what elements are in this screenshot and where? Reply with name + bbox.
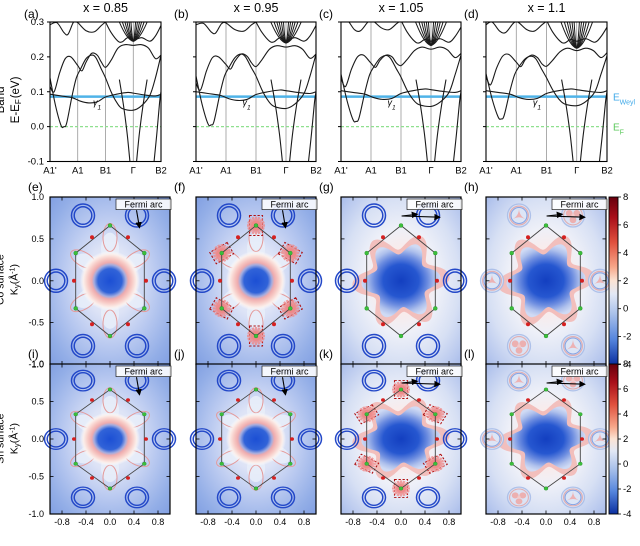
svg-text:Fermi arc: Fermi arc [271, 199, 309, 209]
svg-text:1.0: 1.0 [31, 192, 44, 202]
svg-text:4: 4 [623, 248, 628, 259]
svg-text:-2: -2 [623, 484, 631, 495]
svg-text:-0.4: -0.4 [514, 517, 530, 527]
svg-text:-0.4: -0.4 [224, 517, 240, 527]
svg-text:-0.8: -0.8 [54, 517, 70, 527]
svg-text:-0.4: -0.4 [369, 517, 385, 527]
svg-text:x = 0.95: x = 0.95 [234, 1, 279, 15]
svg-text:0.0: 0.0 [31, 276, 44, 286]
svg-text:Γ: Γ [428, 166, 433, 177]
svg-text:0.0: 0.0 [540, 517, 553, 527]
svg-text:0.8: 0.8 [298, 517, 311, 527]
svg-text:1.0: 1.0 [31, 359, 44, 369]
svg-text:0.4: 0.4 [128, 517, 141, 527]
svg-text:(g): (g) [319, 180, 334, 194]
svg-text:A1: A1 [220, 166, 232, 177]
svg-text:0.2: 0.2 [31, 52, 44, 63]
svg-text:(c): (c) [319, 7, 333, 21]
svg-text:B2: B2 [155, 166, 167, 177]
svg-text:6: 6 [623, 384, 628, 395]
svg-text:x = 0.85: x = 0.85 [83, 1, 128, 15]
svg-text:-0.5: -0.5 [28, 472, 44, 482]
svg-text:0.8: 0.8 [588, 517, 601, 527]
svg-text:A1: A1 [72, 166, 84, 177]
svg-text:0.5: 0.5 [31, 234, 44, 244]
svg-text:B2: B2 [310, 166, 322, 177]
svg-text:-4: -4 [623, 509, 631, 520]
svg-text:B1: B1 [541, 166, 553, 177]
svg-text:4: 4 [623, 409, 628, 420]
svg-text:0.4: 0.4 [564, 517, 577, 527]
svg-text:Fermi arc: Fermi arc [125, 199, 163, 209]
svg-text:B2: B2 [455, 166, 467, 177]
svg-text:0.0: 0.0 [31, 122, 44, 133]
svg-text:-0.8: -0.8 [345, 517, 361, 527]
svg-text:0.4: 0.4 [419, 517, 432, 527]
svg-text:Fermi arc: Fermi arc [416, 199, 454, 209]
svg-text:EWeyl: EWeyl [613, 93, 636, 107]
svg-text:Fermi arc: Fermi arc [416, 366, 454, 376]
svg-text:8: 8 [623, 192, 628, 203]
svg-text:0: 0 [623, 459, 628, 470]
svg-text:6: 6 [623, 220, 628, 231]
svg-text:B2: B2 [601, 166, 613, 177]
svg-text:0.0: 0.0 [395, 517, 408, 527]
svg-text:0.0: 0.0 [250, 517, 263, 527]
svg-text:A1: A1 [510, 166, 522, 177]
svg-text:8: 8 [623, 359, 628, 370]
svg-text:Γ: Γ [131, 166, 136, 177]
svg-text:Fermi arc: Fermi arc [271, 366, 309, 376]
svg-text:0.8: 0.8 [152, 517, 165, 527]
svg-text:A1': A1' [334, 166, 348, 177]
svg-text:-0.8: -0.8 [490, 517, 506, 527]
svg-text:(f): (f) [174, 180, 185, 194]
svg-text:γ1: γ1 [388, 98, 397, 112]
svg-text:-0.5: -0.5 [28, 318, 44, 328]
svg-text:2: 2 [623, 434, 628, 445]
svg-text:B1: B1 [250, 166, 262, 177]
svg-text:γ1: γ1 [243, 98, 252, 112]
svg-text:A1': A1' [479, 166, 493, 177]
svg-text:Γ: Γ [574, 166, 579, 177]
svg-text:B1: B1 [395, 166, 407, 177]
svg-text:(b): (b) [174, 7, 189, 21]
svg-text:Fermi arc: Fermi arc [561, 366, 599, 376]
svg-text:(d): (d) [464, 7, 479, 21]
svg-text:A1': A1' [189, 166, 203, 177]
svg-text:0.1: 0.1 [31, 87, 44, 98]
svg-text:(a): (a) [24, 7, 39, 21]
svg-text:(j): (j) [174, 347, 185, 361]
svg-text:2: 2 [623, 276, 628, 287]
svg-text:x = 1.05: x = 1.05 [379, 1, 424, 15]
svg-text:0.0: 0.0 [31, 434, 44, 444]
svg-text:Fermi arc: Fermi arc [561, 199, 599, 209]
svg-text:x = 1.1: x = 1.1 [528, 1, 566, 15]
svg-text:EF: EF [613, 123, 624, 136]
svg-text:(l): (l) [464, 347, 475, 361]
svg-text:-0.4: -0.4 [78, 517, 94, 527]
svg-text:(h): (h) [464, 180, 479, 194]
svg-text:Γ: Γ [283, 166, 288, 177]
svg-text:0.0: 0.0 [104, 517, 117, 527]
svg-text:A1': A1' [43, 166, 57, 177]
svg-text:Fermi arc: Fermi arc [125, 366, 163, 376]
svg-text:0.4: 0.4 [274, 517, 287, 527]
svg-text:B1: B1 [100, 166, 112, 177]
svg-text:0: 0 [623, 304, 628, 315]
svg-text:-1.0: -1.0 [28, 509, 44, 519]
svg-text:-2: -2 [623, 332, 631, 343]
svg-text:-0.8: -0.8 [200, 517, 216, 527]
svg-text:γ1: γ1 [533, 98, 542, 112]
svg-text:0.8: 0.8 [443, 517, 456, 527]
svg-text:-0.1: -0.1 [28, 157, 44, 168]
svg-text:A1: A1 [365, 166, 377, 177]
svg-text:0.5: 0.5 [31, 397, 44, 407]
svg-text:(k): (k) [319, 347, 333, 361]
